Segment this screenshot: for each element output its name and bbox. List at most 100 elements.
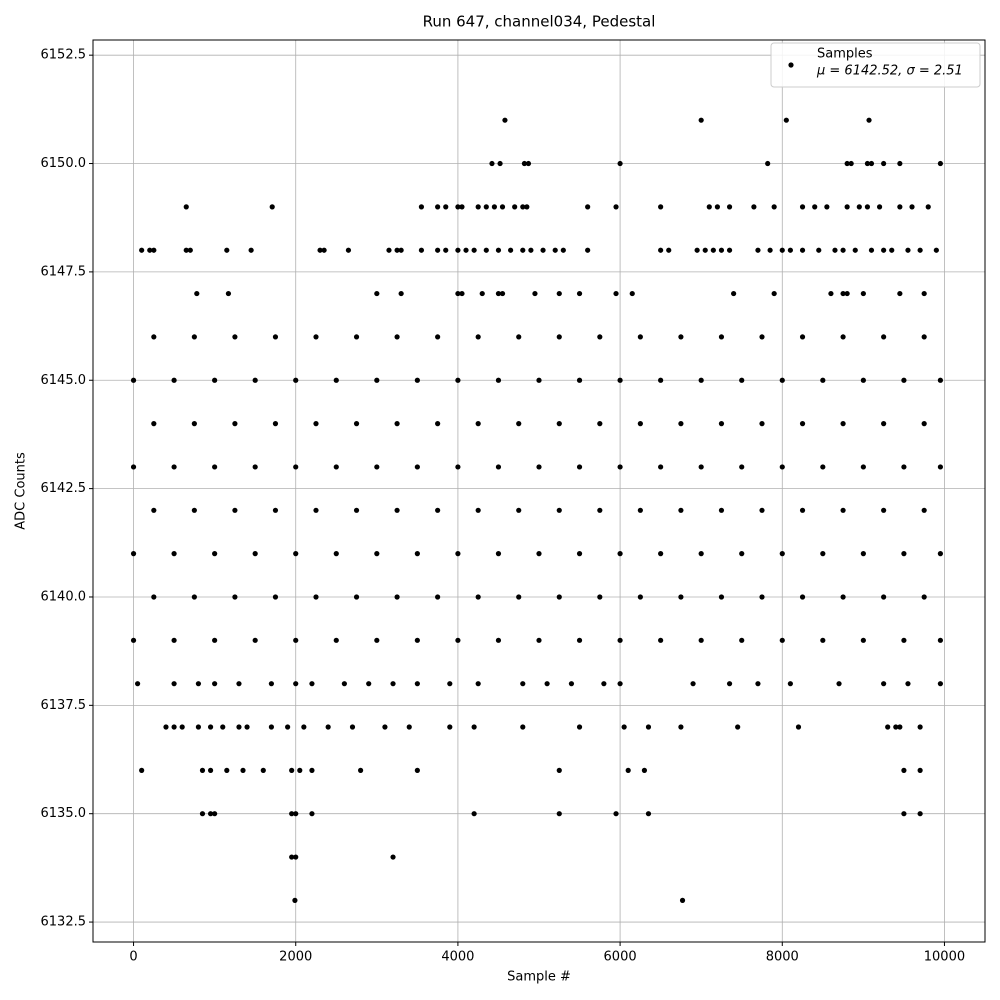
point (171, 551, 177, 557)
point (321, 247, 327, 253)
point (868, 247, 875, 253)
point (475, 594, 481, 600)
y-tick-label: 6132.5 (41, 915, 87, 930)
point (495, 377, 502, 383)
point (885, 724, 891, 730)
point (459, 204, 465, 210)
point (520, 681, 526, 687)
point (897, 204, 903, 210)
point (512, 204, 518, 210)
point (613, 811, 619, 817)
point (301, 724, 307, 730)
point (244, 724, 250, 730)
point (759, 507, 765, 513)
point (544, 681, 550, 687)
point (856, 204, 862, 210)
point (398, 247, 404, 253)
point (293, 551, 299, 557)
point (925, 204, 931, 210)
point (820, 637, 826, 643)
point (139, 767, 145, 773)
point (532, 290, 538, 297)
point (536, 551, 542, 557)
point (637, 334, 643, 340)
point (151, 594, 157, 600)
point (613, 290, 619, 297)
point (151, 420, 157, 427)
point (293, 681, 299, 687)
point (779, 247, 785, 253)
point (252, 377, 258, 383)
point (130, 551, 137, 557)
point (475, 420, 481, 427)
point (702, 247, 708, 253)
point (678, 420, 684, 427)
point (718, 247, 725, 253)
point (921, 594, 927, 600)
point (921, 420, 927, 427)
point (495, 290, 502, 297)
point (447, 724, 453, 730)
point (495, 247, 502, 253)
point (799, 594, 806, 600)
point (860, 290, 866, 297)
point (698, 637, 704, 643)
point (617, 681, 623, 687)
point (471, 247, 477, 253)
point (812, 204, 818, 210)
point (597, 594, 603, 600)
point (645, 724, 652, 730)
point (706, 204, 712, 210)
point (917, 811, 923, 817)
point (521, 160, 528, 167)
point (799, 334, 806, 340)
point (718, 594, 725, 600)
point (881, 160, 887, 167)
point (759, 594, 765, 600)
point (820, 464, 826, 470)
point (726, 681, 733, 687)
point (844, 290, 850, 297)
point (836, 681, 842, 687)
point (435, 204, 441, 210)
point (897, 290, 903, 297)
point (718, 420, 725, 427)
point (881, 507, 887, 513)
point (779, 637, 785, 643)
point (502, 117, 508, 123)
point (151, 334, 157, 340)
point (779, 551, 785, 557)
point (293, 854, 299, 860)
point (516, 507, 522, 513)
point (212, 637, 218, 643)
point (358, 767, 364, 773)
point (130, 464, 137, 470)
point (739, 464, 745, 470)
point (690, 681, 696, 687)
point (353, 594, 360, 600)
point (471, 811, 477, 817)
x-tick-label: 10000 (924, 950, 965, 965)
point (828, 290, 834, 297)
point (333, 377, 339, 383)
point (617, 160, 623, 167)
point (455, 204, 461, 210)
point (293, 811, 299, 817)
point (540, 247, 546, 253)
point (516, 334, 522, 340)
point (576, 724, 583, 730)
point (597, 334, 603, 340)
point (224, 767, 230, 773)
point (714, 204, 721, 210)
point (293, 464, 299, 470)
point (516, 594, 522, 600)
point (179, 724, 185, 730)
point (905, 247, 911, 253)
point (860, 637, 866, 643)
point (585, 247, 591, 253)
point (195, 681, 202, 687)
point (183, 204, 189, 210)
x-tick-label: 6000 (604, 950, 637, 965)
point (483, 204, 489, 210)
point (236, 724, 242, 730)
